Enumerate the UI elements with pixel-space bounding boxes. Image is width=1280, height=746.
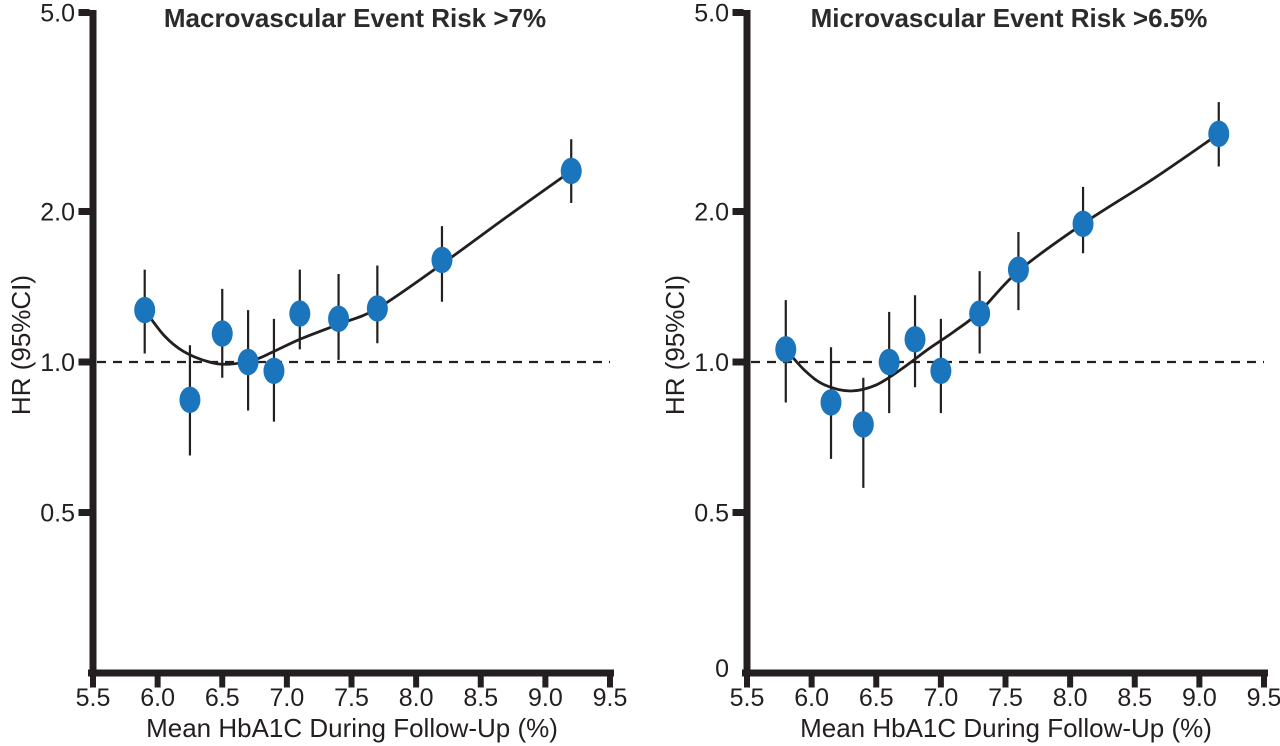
x-tick [873, 676, 880, 688]
data-point [852, 411, 874, 438]
x-tick [413, 676, 420, 688]
x-tick [808, 676, 815, 688]
data-point [328, 305, 350, 333]
data-point [969, 300, 991, 327]
data-point [134, 296, 156, 324]
y-tick [78, 358, 90, 366]
x-tick-label: 9.5 [1247, 684, 1280, 712]
trend-curve [784, 132, 1220, 393]
y-tick-label: 1.0 [40, 349, 75, 377]
x-tick-label: 5.5 [730, 684, 765, 712]
right-plot-title: Microvascular Event Risk >6.5% [811, 3, 1208, 33]
x-tick-label: 6.5 [859, 684, 894, 712]
data-point [237, 348, 259, 376]
data-point [775, 336, 797, 363]
y-tick [732, 509, 744, 517]
left-x-axis-label: Mean HbA1C During Follow-Up (%) [146, 713, 558, 743]
x-tick [90, 676, 96, 688]
y-axis [743, 10, 751, 677]
y-tick [78, 509, 90, 517]
data-point [1072, 210, 1094, 237]
data-point [431, 246, 453, 274]
y-tick [732, 207, 744, 215]
x-tick-label: 8.5 [463, 684, 498, 712]
data-point [289, 300, 311, 327]
y-tick-label: 0.5 [40, 500, 75, 528]
x-tick [348, 676, 355, 688]
x-tick [477, 676, 484, 688]
x-tick-label: 7.5 [334, 684, 369, 712]
data-point [211, 320, 233, 347]
x-tick [1261, 676, 1267, 688]
x-tick [1131, 676, 1138, 688]
x-tick-label: 9.5 [593, 684, 628, 712]
data-point [820, 389, 842, 416]
right-y-axis-label: HR (95%CI) [660, 275, 690, 415]
y-tick-label: 5.0 [40, 0, 75, 28]
y-tick [732, 9, 744, 17]
data-point [1007, 256, 1029, 283]
x-tick [1196, 676, 1203, 688]
left-plot-title: Macrovascular Event Risk >7% [164, 3, 546, 33]
data-point [1208, 120, 1230, 148]
x-tick-label: 7.0 [269, 684, 304, 712]
x-tick [1002, 676, 1009, 688]
x-tick [542, 676, 549, 688]
left-y-axis-label: HR (95%CI) [6, 275, 36, 415]
macrovascular-panel: 5.5 6.0 6.5 7.0 7.5 8.0 8.5 9.0 9.5 5.0 2.0 1.0 0.5 [40, 0, 627, 712]
x-tick-label: 9.0 [1182, 684, 1217, 712]
microvascular-panel: 5.5 6.0 6.5 7.0 7.5 8.0 8.5 9.0 9.5 5.0 2.0 1.0 0.5 0 [694, 0, 1280, 712]
y-tick-label: 1.0 [694, 349, 729, 377]
y-tick-label: 2.0 [694, 198, 729, 226]
data-point [930, 357, 952, 385]
right-x-axis-label: Mean HbA1C During Follow-Up (%) [800, 713, 1212, 743]
x-tick-label: 6.0 [794, 684, 829, 712]
x-tick-label: 6.5 [205, 684, 240, 712]
y-tick [78, 207, 90, 215]
trend-curve [143, 169, 573, 366]
x-tick-label: 8.5 [1117, 684, 1152, 712]
y-tick-label: 0.5 [694, 500, 729, 528]
data-point [263, 357, 285, 385]
x-axis [88, 669, 614, 677]
data-point [179, 386, 201, 414]
y-tick [78, 9, 90, 17]
x-tick [154, 676, 161, 688]
x-tick [744, 676, 750, 688]
x-tick [219, 676, 226, 688]
y-tick-label: 5.0 [694, 0, 729, 28]
x-tick [1067, 676, 1074, 688]
x-tick-label: 5.5 [76, 684, 111, 712]
x-tick-label: 8.0 [1053, 684, 1088, 712]
x-tick-label: 6.0 [140, 684, 175, 712]
data-point [904, 326, 926, 353]
x-tick-label: 9.0 [528, 684, 563, 712]
y-tick [732, 358, 744, 366]
data-point [366, 295, 388, 322]
data-point [560, 157, 582, 185]
y-tick-label: 0 [715, 655, 729, 683]
x-tick-label: 7.0 [923, 684, 958, 712]
x-tick-label: 8.0 [399, 684, 434, 712]
x-tick-label: 7.5 [988, 684, 1023, 712]
y-axis [89, 10, 97, 677]
data-point [878, 348, 900, 376]
x-axis [742, 669, 1268, 677]
y-tick-label: 2.0 [40, 198, 75, 226]
x-tick [283, 676, 290, 688]
x-tick [607, 676, 613, 688]
x-tick [937, 676, 944, 688]
